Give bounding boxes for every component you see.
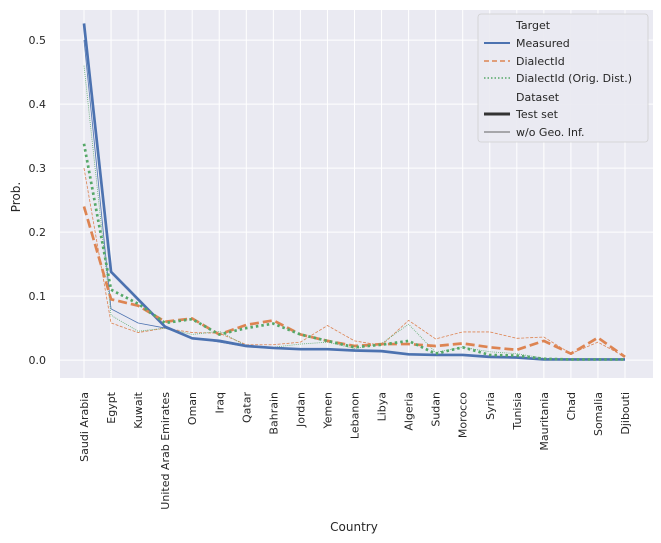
y-tick-label: 0.1 [29, 290, 47, 303]
x-tick-label: Lebanon [349, 392, 362, 439]
grid-lines [60, 10, 653, 378]
series-lines [82, 23, 626, 361]
y-tick-labels: 0.0 0.1 0.2 0.3 0.4 0.5 [29, 34, 47, 367]
y-tick-label: 0.4 [29, 98, 47, 111]
x-tick-label: Kuwait [132, 391, 145, 428]
x-tick-label: Somalia [592, 392, 605, 436]
x-tick-label: Yemen [321, 392, 334, 430]
series-line-dialectid-orig-dist-test-set [82, 143, 625, 361]
x-tick-label: Tunisia [511, 392, 524, 431]
y-tick-label: 0.5 [29, 34, 47, 47]
y-tick-label: 0.3 [29, 162, 47, 175]
x-tick-label: Algeria [403, 392, 416, 431]
legend-title-target: Target [515, 19, 551, 32]
legend-entry-measured: Measured [516, 37, 570, 50]
legend-title-dataset: Dataset [516, 91, 560, 104]
x-tick-label: Jordan [294, 392, 307, 428]
x-tick-label: Morocco [457, 392, 470, 438]
x-tick-label: Sudan [430, 392, 443, 427]
x-tick-label: Iraq [213, 392, 226, 414]
y-tick-label: 0.0 [29, 354, 47, 367]
legend: Target Measured DialectId DialectId (Ori… [477, 13, 649, 143]
x-tick-label: United Arab Emirates [159, 392, 172, 510]
y-axis-title: Prob. [9, 182, 23, 212]
legend-entry-dialectid: DialectId [516, 55, 565, 68]
x-tick-label: Djibouti [619, 392, 632, 435]
x-tick-labels: Saudi Arabia Egypt Kuwait United Arab Emira… [78, 391, 632, 509]
x-tick-label: Chad [565, 392, 578, 420]
legend-box [477, 13, 649, 143]
x-tick-label: Qatar [240, 392, 253, 423]
x-tick-label: Syria [484, 392, 497, 420]
x-tick-label: Egypt [105, 391, 118, 423]
x-tick-label: Bahrain [267, 392, 280, 435]
y-tick-label: 0.2 [29, 226, 47, 239]
legend-entry-test-set: Test set [515, 108, 559, 121]
series-line-dialectid-orig-dist-w-o-geo-inf [83, 65, 625, 360]
legend-entry-dialectid-orig: DialectId (Orig. Dist.) [516, 72, 632, 85]
x-tick-label: Saudi Arabia [78, 392, 91, 462]
x-tick-label: Libya [376, 392, 389, 421]
x-tick-label: Mauritania [538, 392, 551, 451]
x-tick-label: Oman [186, 392, 199, 425]
x-axis-title: Country [330, 520, 378, 534]
legend-entry-wo-geo: w/o Geo. Inf. [516, 126, 585, 139]
